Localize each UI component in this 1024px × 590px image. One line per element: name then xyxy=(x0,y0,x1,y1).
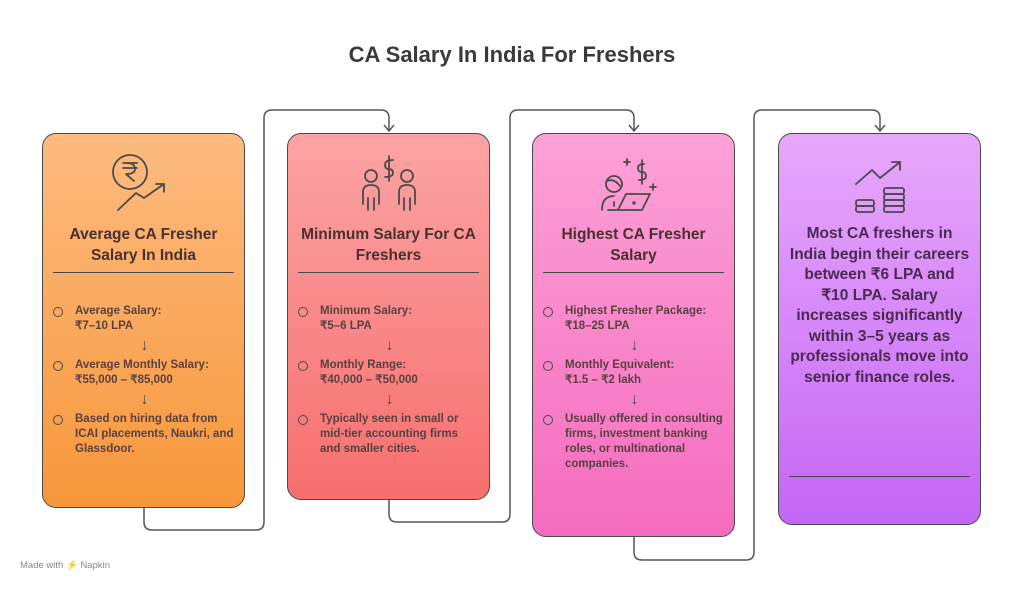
page-title: CA Salary In India For Freshers xyxy=(348,42,676,67)
arrowhead xyxy=(874,124,886,133)
bullet-circle-icon xyxy=(298,307,308,317)
card-heading: Average CA Fresher Salary In India xyxy=(69,226,218,264)
made-with-napkin-badge: Made with ⚡ Napkin xyxy=(20,560,111,571)
bullet-circle-icon xyxy=(543,307,553,317)
list-item: Average Salary: ₹7–10 LPA xyxy=(53,304,236,334)
card-heading: Minimum Salary For CA Freshers xyxy=(301,226,476,264)
rupee-growth-icon xyxy=(43,148,244,218)
napkin-logo-icon: ⚡ xyxy=(65,560,78,571)
connector-3-4 xyxy=(633,109,881,561)
connector-1-2 xyxy=(143,109,390,531)
arrowhead xyxy=(628,124,640,133)
list-item: Usually offered in consulting firms, inv… xyxy=(543,412,726,472)
card-minimum-salary: Minimum Salary For CA Freshers Minimum S… xyxy=(287,133,490,500)
divider xyxy=(789,476,970,477)
summary-text: Most CA freshers in India begin their ca… xyxy=(789,225,970,386)
list-item: Average Monthly Salary: ₹55,000 – ₹85,000 xyxy=(53,358,236,388)
bullet-circle-icon xyxy=(543,415,553,425)
person-laptop-dollar-icon xyxy=(533,148,734,218)
arrow-down-icon: ↓ xyxy=(630,391,639,408)
bullet-circle-icon xyxy=(543,361,553,371)
card-highest-salary: Highest CA Fresher Salary Highest Freshe… xyxy=(532,133,735,537)
people-dollar-icon xyxy=(288,148,489,218)
arrow-down-icon: ↓ xyxy=(630,337,639,354)
card-summary: Most CA freshers in India begin their ca… xyxy=(778,133,981,525)
arrow-down-icon: ↓ xyxy=(385,337,394,354)
divider xyxy=(543,272,724,273)
divider xyxy=(298,272,479,273)
bullet-circle-icon xyxy=(53,361,63,371)
list-item: Monthly Equivalent: ₹1.5 – ₹2 lakh xyxy=(543,358,726,388)
card-heading: Highest CA Fresher Salary xyxy=(561,226,706,264)
list-item: Highest Fresher Package: ₹18–25 LPA xyxy=(543,304,726,334)
bullet-circle-icon xyxy=(298,415,308,425)
arrow-down-icon: ↓ xyxy=(140,391,149,408)
list-item: Typically seen in small or mid-tier acco… xyxy=(298,412,481,457)
arrow-down-icon: ↓ xyxy=(140,337,149,354)
bullet-circle-icon xyxy=(53,415,63,425)
bullet-circle-icon xyxy=(53,307,63,317)
arrowhead xyxy=(383,124,395,133)
list-item: Based on hiring data from ICAI placement… xyxy=(53,412,236,457)
coins-growth-icon xyxy=(779,148,980,218)
arrow-down-icon: ↓ xyxy=(385,391,394,408)
bullet-circle-icon xyxy=(298,361,308,371)
list-item: Monthly Range: ₹40,000 – ₹50,000 xyxy=(298,358,481,388)
connector-2-3 xyxy=(388,109,635,523)
card-average-salary: Average CA Fresher Salary In India Avera… xyxy=(42,133,245,508)
divider xyxy=(53,272,234,273)
list-item: Minimum Salary: ₹5–6 LPA xyxy=(298,304,481,334)
